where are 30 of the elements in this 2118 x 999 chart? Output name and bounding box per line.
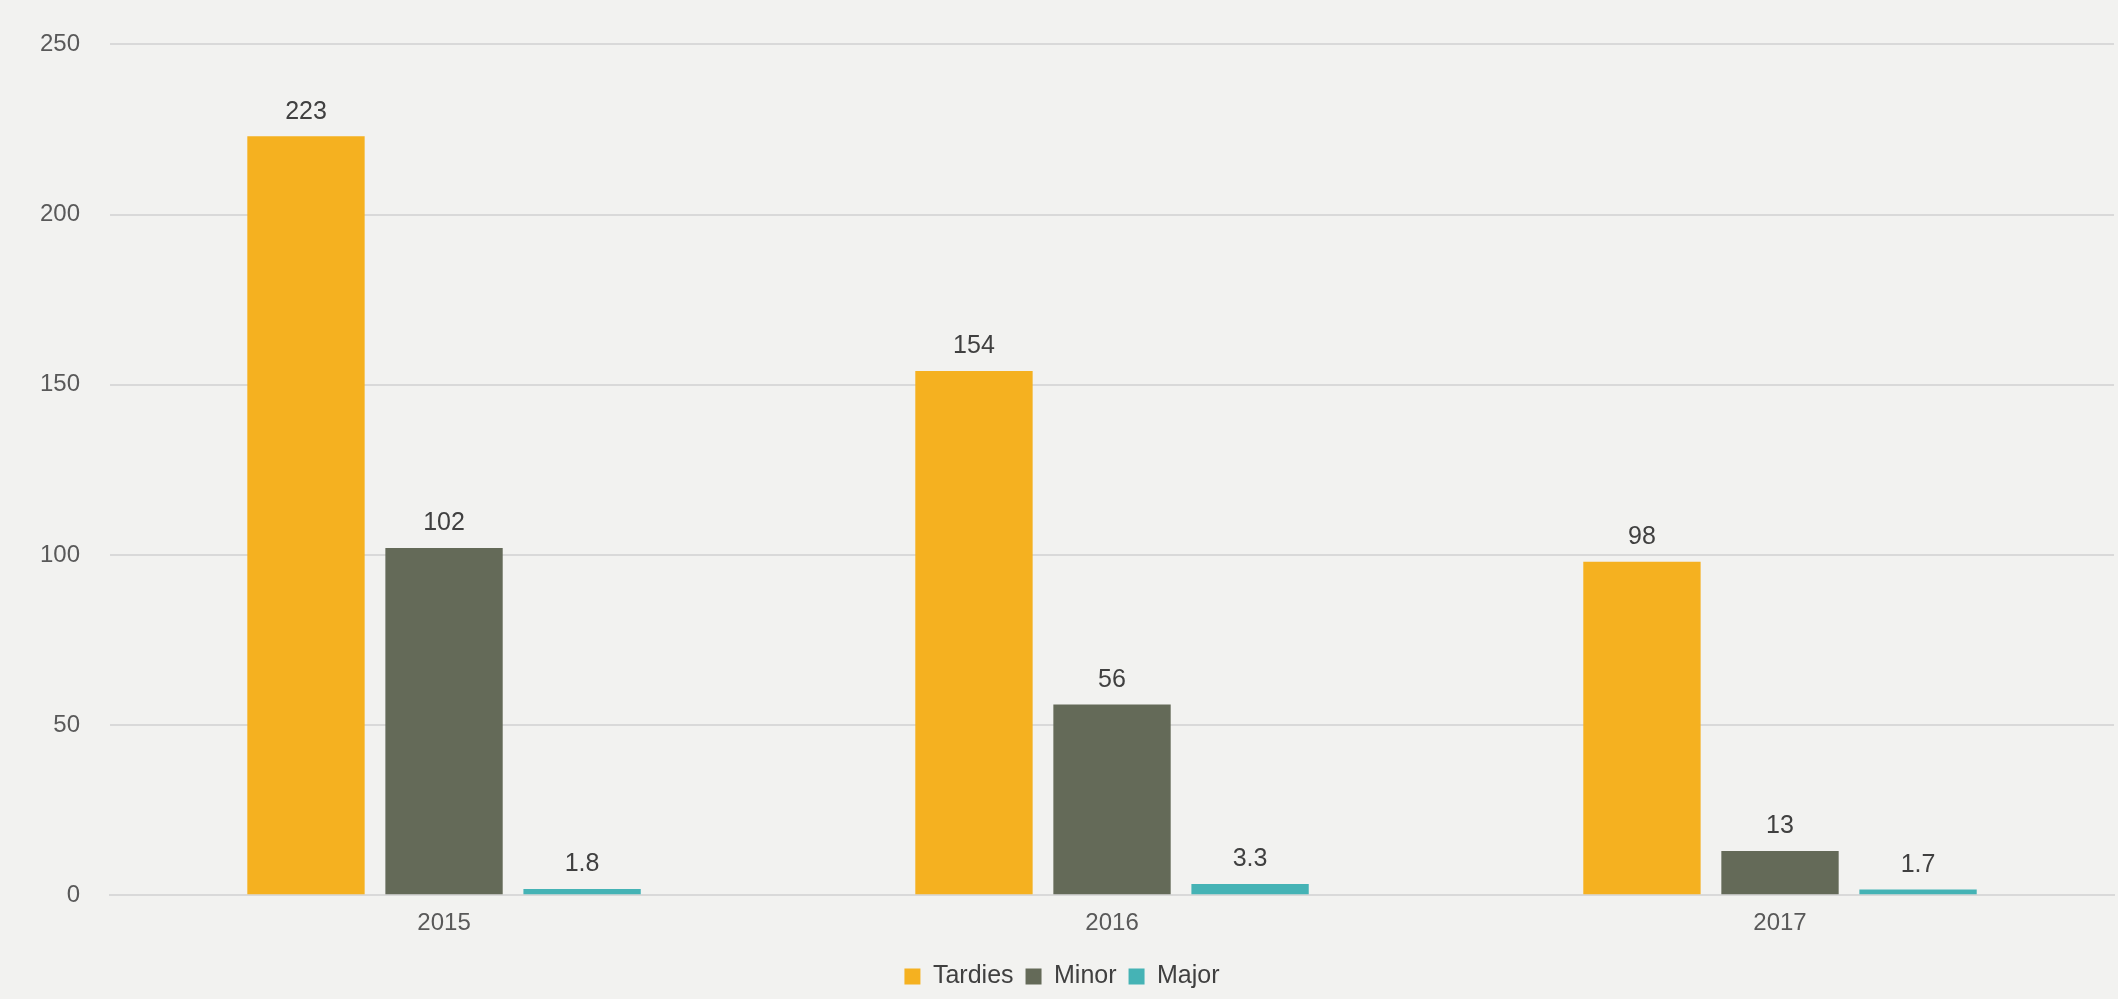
bar [247, 136, 365, 895]
data-label: 56 [1098, 664, 1126, 693]
data-label: 102 [423, 507, 465, 536]
y-tick-label: 100 [40, 539, 81, 567]
legend-label: Major [1157, 960, 1220, 989]
bar [385, 548, 503, 895]
legend-label: Tardies [932, 960, 1014, 989]
bar [1191, 883, 1309, 895]
data-label: 13 [1766, 810, 1794, 839]
y-tick-label: 150 [40, 369, 81, 397]
data-label: 3.3 [1232, 843, 1268, 872]
x-tick-label: 2017 [1753, 908, 1807, 936]
x-tick-label: 2016 [1085, 908, 1139, 936]
y-tick-label: 0 [66, 879, 81, 907]
bar [1053, 704, 1171, 895]
bar [915, 371, 1033, 895]
data-label: 154 [953, 330, 995, 359]
bar [523, 889, 641, 895]
data-label: 1.7 [1900, 848, 1936, 877]
legend-label: Minor [1054, 960, 1117, 989]
bar [1859, 889, 1977, 895]
data-label: 223 [285, 95, 327, 124]
data-label: 98 [1628, 521, 1656, 550]
bar [1721, 850, 1839, 895]
y-tick-label: 50 [53, 709, 81, 737]
y-tick-label: 200 [40, 199, 81, 227]
y-tick-label: 250 [40, 29, 81, 57]
bar [1583, 561, 1701, 895]
data-label: 1.8 [564, 848, 600, 877]
x-tick-label: 2015 [417, 908, 471, 936]
